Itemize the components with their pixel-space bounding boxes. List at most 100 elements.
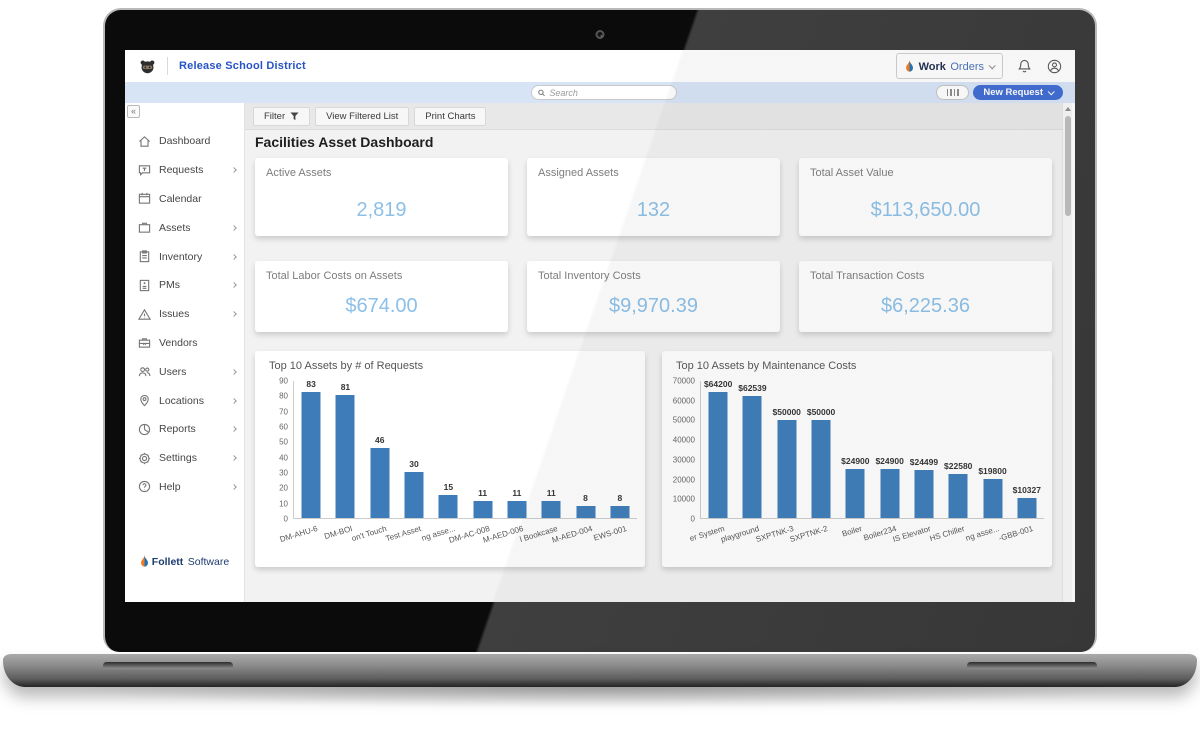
- bar: [983, 479, 1003, 518]
- search-input[interactable]: [549, 87, 670, 98]
- bar-group: $24900 Boiler: [838, 381, 872, 538]
- bar-value-label: $22580: [944, 460, 973, 471]
- clipboard-icon: [138, 250, 151, 263]
- district-mascot-icon: [140, 59, 155, 73]
- pie-icon: [138, 423, 151, 436]
- chevron-right-icon: [231, 253, 237, 260]
- bar: [370, 447, 390, 518]
- scroll-up-arrow-icon[interactable]: [1065, 107, 1071, 111]
- bar: [610, 505, 630, 518]
- chevron-down-icon: [1047, 88, 1055, 96]
- bar: [914, 470, 934, 518]
- y-tick-label: 60000: [672, 396, 695, 406]
- footer-brand: Follett Software: [125, 552, 244, 570]
- account-button[interactable]: [1045, 57, 1063, 75]
- chevron-down-icon: [988, 61, 996, 69]
- kpi-card: Total Labor Costs on Assets $674.00: [255, 261, 508, 332]
- sidebar-item-issues[interactable]: Issues: [125, 300, 244, 329]
- y-axis: 0 10000 20000 30000 40000 50000 60000 70000: [672, 377, 700, 524]
- sidebar-item-users[interactable]: Users: [125, 357, 244, 386]
- notifications-bell-button[interactable]: [1015, 57, 1033, 75]
- chart-costs-card: Top 10 Assets by Maintenance Costs 0 1000…: [662, 351, 1052, 567]
- user-avatar-icon: [1047, 59, 1061, 73]
- chevron-right-icon: [231, 484, 237, 490]
- laptop-foot-right: [967, 662, 1097, 669]
- question-icon: [138, 480, 151, 493]
- bar: [1017, 497, 1037, 518]
- kpi-card: Total Transaction Costs $6,225.36: [799, 261, 1052, 332]
- barcode-scan-button[interactable]: [936, 85, 970, 100]
- search-toolbar: New Request: [125, 82, 1075, 103]
- bar-group: 83 DM-AHU-6: [279, 379, 328, 544]
- global-search: [531, 85, 677, 100]
- kpi-label: Total Transaction Costs: [810, 270, 925, 282]
- bar: [541, 501, 561, 518]
- toolbox-icon: [138, 336, 151, 349]
- bars: $64200 er System $62539 playground $50000 SXP…: [689, 379, 1044, 544]
- sidebar-item-dashboard[interactable]: Dashboard: [125, 127, 244, 156]
- kpi-value: $113,650.00: [870, 199, 981, 221]
- scrollbar-thumb[interactable]: [1064, 116, 1071, 216]
- bar-group: 8 EWS-001: [592, 381, 637, 543]
- vertical-scrollbar[interactable]: [1062, 103, 1072, 602]
- chart-title: Top 10 Assets by # of Requests: [269, 360, 424, 372]
- y-tick-label: 30000: [672, 455, 695, 465]
- work-orders-dropdown[interactable]: Work Orders: [895, 53, 1003, 79]
- y-tick-label: 0: [283, 514, 288, 524]
- bar: [708, 392, 728, 518]
- bar-group: 11 DM-AC-008: [447, 381, 499, 545]
- app-screen: Release School District Work Orders: [125, 50, 1075, 602]
- bar-value-label: 8: [583, 492, 588, 503]
- new-request-button[interactable]: New Request: [973, 85, 1063, 100]
- bar-group: $19800 ng asse...: [965, 381, 1009, 542]
- bar-group: 46 on't Touch: [350, 381, 397, 543]
- y-tick-label: 20000: [672, 475, 695, 485]
- sidebar-item-settings[interactable]: Settings: [125, 444, 244, 473]
- view-filtered-list-button[interactable]: View Filtered List: [315, 106, 410, 126]
- bar-group: 8 M-AED-004: [551, 381, 602, 545]
- chevron-right-icon: [231, 426, 237, 433]
- chart-requests-card: Top 10 Assets by # of Requests 0 10 20 30 40…: [255, 351, 645, 567]
- sidebar-item-label: Calendar: [159, 192, 202, 205]
- sidebar-item-assets[interactable]: Assets: [125, 213, 244, 242]
- print-charts-label: Print Charts: [425, 110, 476, 122]
- chevron-right-icon: [231, 311, 237, 318]
- calendar-icon: [138, 192, 151, 205]
- kpi-value: 2,819: [356, 199, 407, 221]
- warning-icon: [138, 308, 151, 321]
- sidebar-collapse-button[interactable]: «: [127, 105, 140, 118]
- top-navbar: Release School District Work Orders: [125, 50, 1075, 82]
- bell-icon: [1017, 59, 1031, 73]
- sidebar-item-locations[interactable]: Locations: [125, 386, 244, 415]
- footer-brand-regular: Software: [187, 556, 230, 568]
- bar-value-label: 11: [546, 488, 556, 499]
- sidebar-item-vendors[interactable]: Vendors: [125, 329, 244, 358]
- laptop-foot-left: [103, 662, 233, 669]
- sidebar-item-requests[interactable]: Requests: [125, 156, 244, 185]
- chevron-right-icon: [231, 368, 237, 375]
- sidebar-item-calendar[interactable]: Calendar: [125, 185, 244, 214]
- bar: [845, 469, 865, 518]
- bar-group: 30 Test Asset: [384, 381, 431, 543]
- bar-value-label: $24499: [909, 457, 939, 468]
- webcam-icon: [595, 30, 605, 39]
- print-charts-button[interactable]: Print Charts: [414, 106, 487, 126]
- sidebar-item-inventory[interactable]: Inventory: [125, 242, 244, 271]
- chart-title: Top 10 Assets by Maintenance Costs: [676, 360, 857, 372]
- bar-group: $24499 IS Elevator: [892, 381, 941, 544]
- sidebar-item-help[interactable]: Help: [125, 473, 244, 502]
- barcode-icon: [953, 89, 956, 96]
- y-tick-label: 10: [279, 499, 288, 509]
- y-tick-label: 30: [279, 468, 288, 478]
- sidebar-item-reports[interactable]: Reports: [125, 415, 244, 444]
- search-icon: [538, 89, 545, 96]
- sidebar-item-pms[interactable]: PMs: [125, 271, 244, 300]
- sidebar-item-label: Help: [159, 480, 181, 493]
- kpi-value: 132: [636, 199, 671, 221]
- y-tick-label: 70000: [672, 376, 695, 386]
- plot-area: 83 DM-AHU-6 81 DM-BOI 46 on't Touch 30 Test Ass…: [279, 379, 637, 545]
- filter-button[interactable]: Filter: [253, 106, 311, 126]
- bar-value-label: $19800: [978, 466, 1007, 477]
- bar-group: $24900 Boiler234: [862, 381, 906, 542]
- bar-group: 11 M-AED-006: [482, 381, 534, 545]
